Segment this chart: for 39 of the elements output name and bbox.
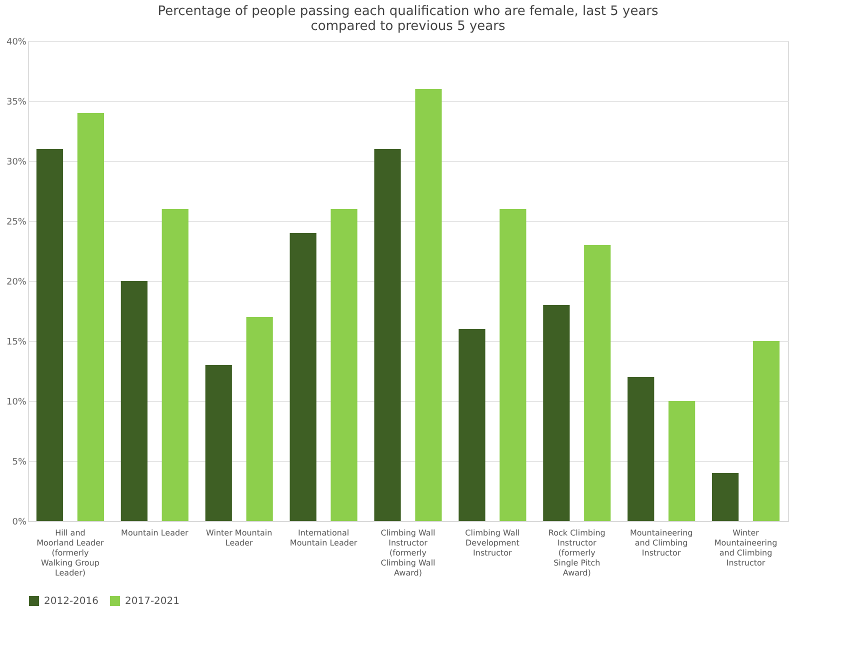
y-tick-label: 20% <box>6 278 27 288</box>
legend-label: 2017-2021 <box>125 596 180 607</box>
y-tick-label: 35% <box>6 98 27 108</box>
bar <box>415 89 442 521</box>
bar <box>500 209 526 521</box>
x-tick-label: International Mountain Leader <box>290 528 358 548</box>
bar <box>120 281 148 521</box>
legend-label: 2012-2016 <box>44 596 99 607</box>
x-tick-label: Winter Mountaineering and Climbing Instructor <box>714 528 778 568</box>
bar <box>712 473 739 521</box>
y-tick-label: 5% <box>12 458 27 468</box>
bar <box>458 329 486 521</box>
x-tick-label: Winter Mountain Leader <box>206 528 272 548</box>
y-tick-label: 40% <box>6 38 27 48</box>
x-tick-label: Rock Climbing Instructor (formerly Single Pitch Award) <box>548 528 606 578</box>
x-tick-label: Hill and Moorland Leader (formerly Walking Group Leader) <box>36 528 105 578</box>
bar <box>668 401 696 521</box>
bar <box>543 305 570 521</box>
bar <box>628 377 654 521</box>
bar <box>330 209 358 521</box>
bar <box>752 341 780 521</box>
bar <box>584 245 611 521</box>
chart-title: Percentage of people passing each qualification who are female, last 5 years compared to previous 5 years <box>158 4 659 34</box>
x-tick-label: Mountaineering and Climbing Instructor <box>630 528 693 558</box>
y-tick-label: 25% <box>6 218 27 228</box>
y-tick-label: 30% <box>6 158 27 168</box>
y-tick-label: 10% <box>6 398 27 408</box>
bar <box>290 233 316 521</box>
bar <box>162 209 188 521</box>
bar <box>77 113 104 521</box>
x-tick-label: Climbing Wall Instructor (formerly Climbing Wall Award) <box>380 528 436 578</box>
y-tick-label: 0% <box>12 518 27 528</box>
y-tick-label: 15% <box>6 338 27 348</box>
x-tick-label: Climbing Wall Development Instructor <box>465 528 520 558</box>
bar <box>246 317 273 521</box>
x-tick-label: Mountain Leader <box>121 528 189 538</box>
bar <box>205 365 232 521</box>
bar <box>374 149 401 521</box>
bar <box>36 149 64 521</box>
